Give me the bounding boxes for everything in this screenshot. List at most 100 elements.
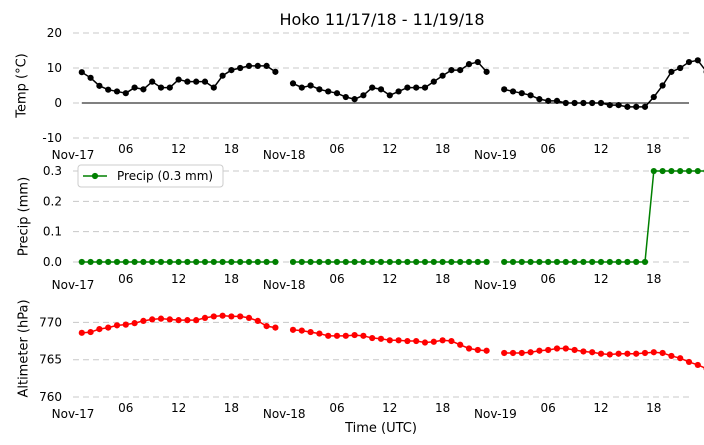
precip-data-point <box>289 258 297 266</box>
altimeter-data-point <box>474 346 481 354</box>
altimeter-y-tick-label: 765 <box>39 353 62 367</box>
temp-x-tick-label: 06 <box>118 142 133 156</box>
temp-data-point <box>615 102 622 109</box>
precip-data-point <box>633 258 640 266</box>
altimeter-data-point <box>96 326 103 333</box>
altimeter-data-point <box>149 316 156 323</box>
altimeter-data-point <box>694 361 701 369</box>
precip-data-point <box>87 258 94 266</box>
altimeter-data-point <box>219 312 226 319</box>
altimeter-data-point <box>360 332 367 339</box>
precip-data-point <box>122 258 129 266</box>
temp-data-point <box>571 99 578 107</box>
temp-data-point <box>404 84 411 91</box>
precip-data-point <box>668 167 675 175</box>
precip-data-point <box>157 258 165 266</box>
temp-data-point <box>157 84 165 91</box>
altimeter-x-tick-label: 18 <box>224 401 239 415</box>
precip-data-point <box>166 258 173 266</box>
precip-y-axis-label: Precip (mm) <box>17 177 32 256</box>
precip-data-point <box>298 258 305 266</box>
altimeter-data-point <box>78 329 85 336</box>
precip-panel: Precip (mm) 0.0 0.1 0.2 0.3 Nov-17 06 12 18 Nov-1… <box>17 164 704 292</box>
precip-data-point <box>351 258 358 266</box>
temp-data-point <box>413 84 420 91</box>
precip-data-point <box>439 258 446 266</box>
precip-data-point <box>325 258 332 266</box>
altimeter-data-point <box>245 314 253 322</box>
precip-data-point <box>245 258 253 266</box>
precip-data-point <box>685 167 693 175</box>
temp-data-point <box>131 84 138 91</box>
altimeter-x-tick-label: 06 <box>329 401 344 415</box>
temp-data-point <box>641 103 649 110</box>
altimeter-data-point <box>201 314 209 322</box>
altimeter-data-point <box>650 349 657 356</box>
temp-data-point <box>228 67 235 74</box>
temp-data-point <box>580 99 587 107</box>
precip-data-point <box>228 258 235 266</box>
temp-data-point <box>377 86 385 93</box>
precip-legend: Precip (0.3 mm) <box>77 164 224 188</box>
altimeter-data-point <box>140 317 147 324</box>
temp-data-point <box>448 67 455 74</box>
temp-x-tick-label: 18 <box>646 142 661 156</box>
precip-data-point <box>509 258 517 266</box>
altimeter-data-point <box>677 355 684 362</box>
precip-data-point <box>219 258 226 266</box>
altimeter-data-point <box>351 331 358 339</box>
temp-data-point <box>210 84 217 91</box>
altimeter-data-point <box>210 313 217 320</box>
altimeter-data-point <box>659 349 666 357</box>
precip-data-point <box>342 258 349 266</box>
precip-data-point <box>149 258 156 266</box>
altimeter-data-point <box>113 322 121 329</box>
precip-data-point <box>78 258 85 266</box>
precip-x-tick-label: 18 <box>435 272 450 286</box>
temp-data-point <box>289 80 297 87</box>
temp-data-point <box>237 64 244 72</box>
temp-data-point <box>184 78 191 85</box>
altimeter-data-point <box>509 349 517 357</box>
altimeter-data-point <box>263 323 270 330</box>
temp-data-point <box>166 84 173 91</box>
precip-x-tick-label: 06 <box>329 272 344 286</box>
precip-data-point <box>659 167 666 175</box>
altimeter-data-point <box>166 316 173 323</box>
temp-data-point <box>430 78 437 85</box>
altimeter-x-tick-label: Nov-17 <box>52 407 95 421</box>
altimeter-data-point <box>316 330 323 337</box>
precip-data-point <box>193 258 200 266</box>
temp-y-tick-label: 0 <box>54 96 62 110</box>
temp-data-point <box>245 62 253 69</box>
altimeter-x-tick-label: 06 <box>118 401 133 415</box>
temp-data-point <box>105 86 112 93</box>
altimeter-data-point <box>483 347 490 354</box>
altimeter-data-point <box>122 321 129 328</box>
precip-data-point <box>404 258 411 266</box>
temp-x-tick-label: 18 <box>435 142 450 156</box>
precip-x-tick-label: Nov-19 <box>474 278 517 292</box>
altimeter-data-point <box>184 317 191 324</box>
temp-x-tick-label: Nov-18 <box>263 148 306 162</box>
altimeter-panel: Altimeter (hPa) 760 765 770 Nov-17 06 12 18 Nov-… <box>17 299 704 421</box>
altimeter-data-point <box>553 345 561 352</box>
precip-data-point <box>457 258 464 266</box>
altimeter-data-point <box>536 347 543 354</box>
altimeter-y-tick-label: 760 <box>39 390 62 404</box>
temp-data-point <box>518 90 525 97</box>
precip-data-point <box>316 258 323 266</box>
temp-data-point <box>606 102 613 109</box>
altimeter-data-point <box>439 337 446 344</box>
legend-frame <box>77 164 224 188</box>
temp-data-point <box>553 97 561 104</box>
precip-y-tick-label: 0.3 <box>43 164 62 178</box>
altimeter-data-point <box>237 313 244 320</box>
temp-data-point <box>694 57 701 64</box>
temp-y-tick-label: 10 <box>47 61 62 75</box>
precip-series-line <box>504 170 704 263</box>
altimeter-data-point <box>157 315 165 322</box>
temp-data-point <box>369 84 376 91</box>
altimeter-data-point <box>272 324 279 331</box>
